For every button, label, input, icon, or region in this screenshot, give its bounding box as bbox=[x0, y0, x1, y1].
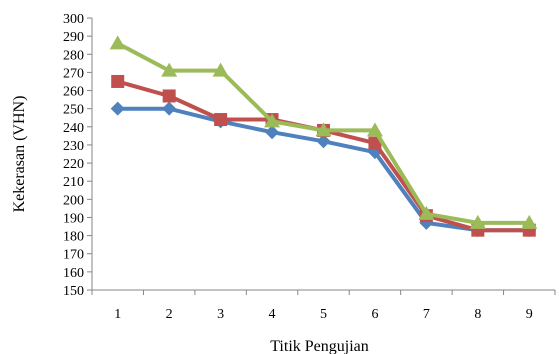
y-tick-label: 240 bbox=[63, 121, 84, 136]
series-2-line bbox=[117, 79, 530, 233]
series-3-point bbox=[366, 122, 383, 137]
x-axis-title: Titik Pengujian bbox=[270, 338, 369, 354]
series-2-point bbox=[162, 89, 176, 103]
y-tick-label: 250 bbox=[63, 103, 84, 118]
y-tick-label: 180 bbox=[63, 230, 84, 245]
series-3-point bbox=[521, 214, 538, 229]
y-tick-label: 300 bbox=[63, 12, 84, 27]
x-tick-label: 8 bbox=[474, 307, 481, 322]
series-1 bbox=[110, 101, 537, 238]
x-tick-label: 7 bbox=[423, 307, 430, 322]
x-tick-label: 3 bbox=[217, 307, 224, 322]
series-2-point bbox=[111, 74, 125, 88]
y-tick-label: 170 bbox=[63, 248, 84, 263]
series-2-point bbox=[368, 136, 382, 150]
y-axis-ticks: 150 160 170 180 190 200 210 220 230 240 250 260 270 2… bbox=[63, 12, 92, 299]
y-tick-label: 260 bbox=[63, 85, 84, 100]
x-tick-label: 6 bbox=[371, 307, 378, 322]
y-tick-label: 290 bbox=[63, 30, 84, 45]
y-tick-label: 210 bbox=[63, 175, 84, 190]
x-tick-label: 9 bbox=[526, 307, 533, 322]
series-1-point bbox=[110, 101, 125, 116]
series-3-point bbox=[469, 214, 486, 229]
series-3 bbox=[109, 35, 538, 229]
series-1-point bbox=[265, 125, 280, 140]
series-3-point bbox=[109, 35, 126, 50]
series-1-point bbox=[162, 101, 177, 116]
series-layer bbox=[109, 35, 538, 238]
axes bbox=[91, 18, 555, 291]
y-tick-label: 190 bbox=[63, 211, 84, 226]
series-3-point bbox=[418, 205, 435, 220]
x-axis-ticks: 1 2 3 4 5 6 7 8 9 bbox=[91, 290, 556, 322]
series-2 bbox=[111, 74, 536, 237]
series-3-point bbox=[315, 122, 332, 137]
series-1-point bbox=[316, 134, 331, 149]
x-tick-label: 5 bbox=[320, 307, 327, 322]
y-tick-label: 270 bbox=[63, 66, 84, 81]
y-axis-title: Kekerasan (VHN) bbox=[11, 96, 28, 213]
series-3-point bbox=[212, 62, 229, 77]
series-2-point bbox=[214, 113, 228, 127]
x-tick-label: 1 bbox=[114, 307, 121, 322]
y-tick-label: 200 bbox=[63, 193, 84, 208]
y-tick-label: 150 bbox=[63, 284, 84, 299]
y-tick-label: 230 bbox=[63, 139, 84, 154]
x-tick-label: 2 bbox=[166, 307, 173, 322]
y-tick-label: 160 bbox=[63, 266, 84, 281]
y-tick-label: 220 bbox=[63, 157, 84, 172]
x-tick-label: 4 bbox=[269, 307, 276, 322]
series-3-point bbox=[264, 113, 281, 128]
y-tick-label: 280 bbox=[63, 48, 84, 63]
series-3-point bbox=[161, 62, 178, 77]
